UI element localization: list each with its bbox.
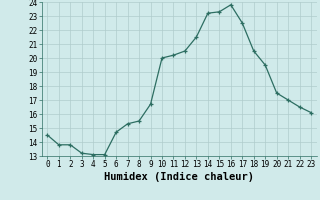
X-axis label: Humidex (Indice chaleur): Humidex (Indice chaleur) <box>104 172 254 182</box>
